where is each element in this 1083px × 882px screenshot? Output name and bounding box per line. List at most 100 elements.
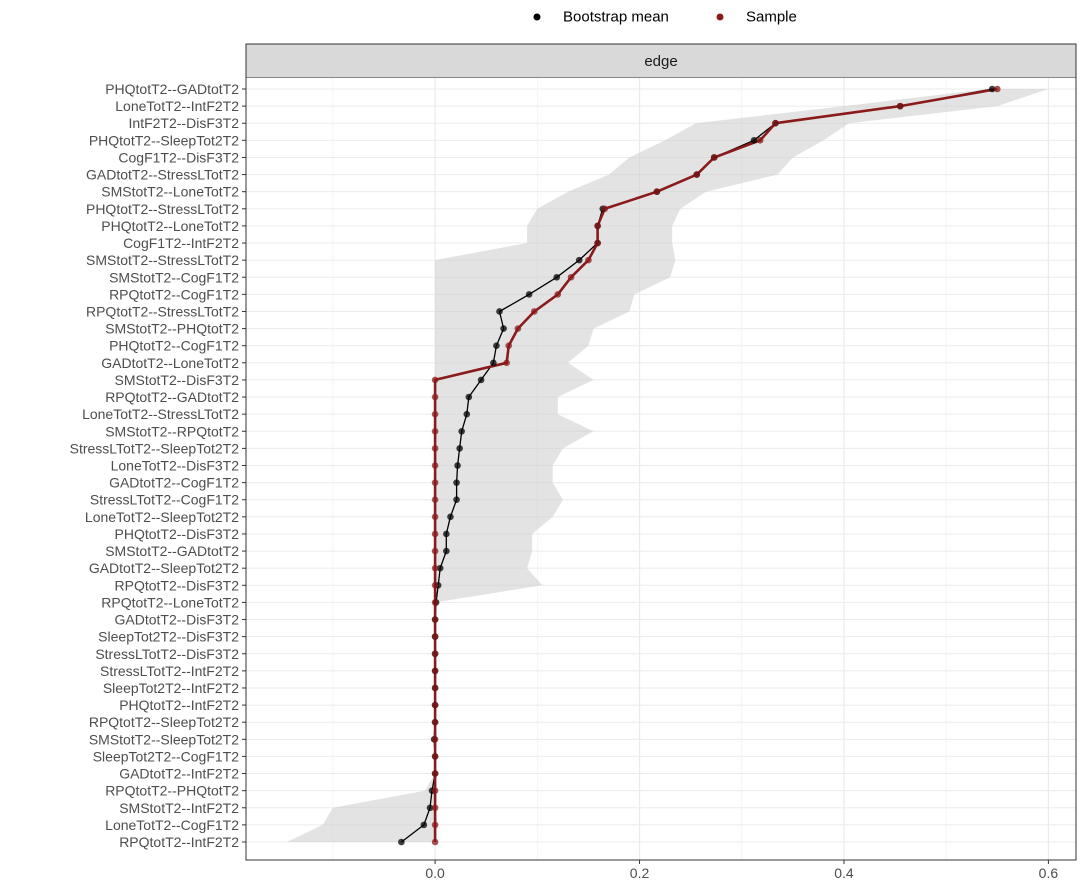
bootstrap-mean-point [454, 462, 461, 469]
bootstrap-mean-point [525, 291, 533, 298]
sample-point [431, 718, 439, 726]
bootstrap-mean-point [465, 393, 473, 401]
y-tick-label: SMStotT2--SleepTot2T2 [89, 731, 239, 747]
y-tick-label: PHQtotT2--IntF2T2 [119, 697, 239, 713]
sample-point [431, 753, 439, 760]
y-tick-label: RPQtotT2--GADtotT2 [105, 389, 239, 405]
bootstrap-mean-point [988, 85, 996, 93]
y-tick-label: SleepTot2T2--CogF1T2 [93, 748, 240, 764]
sample-point [431, 616, 439, 623]
x-tick-label: 0.2 [630, 865, 650, 881]
facet-strip [245, 43, 1077, 79]
bootstrap-mean-point [436, 564, 444, 572]
bootstrap-mean-point [420, 821, 428, 829]
bootstrap-mean-legend-label: Bootstrap mean [563, 9, 669, 26]
y-tick-label: RPQtotT2--DisF3T2 [115, 577, 240, 593]
sample-point [431, 650, 439, 658]
bootstrap-mean-point [426, 804, 434, 812]
y-tick-label: SMStotT2--LoneTotT2 [101, 184, 239, 200]
sample-point [431, 427, 439, 435]
y-tick-label: PHQtotT2--DisF3T2 [115, 526, 240, 542]
sample-point [530, 308, 538, 315]
y-tick-label: LoneTotT2--DisF3T2 [111, 458, 240, 474]
sample-point [653, 188, 661, 195]
bootstrap-mean-point [750, 137, 758, 144]
sample-point [431, 667, 439, 675]
bootstrap-mean-point [463, 410, 471, 418]
facet-strip-label: edge [644, 53, 677, 70]
y-tick-label: GADtotT2--IntF2T2 [119, 766, 239, 782]
y-tick-label: LoneTotT2--CogF1T2 [105, 817, 239, 833]
bootstrap-mean-point [553, 273, 561, 281]
x-tick-label: 0.6 [1039, 865, 1059, 881]
panel-border [245, 43, 1077, 861]
plot-panel: edge [245, 43, 1077, 861]
y-tick-label: CogF1T2--DisF3T2 [118, 149, 239, 165]
y-tick-label: PHQtotT2--LoneTotT2 [101, 218, 239, 234]
y-tick-label: GADtotT2--SleepTot2T2 [89, 560, 239, 576]
sample-point [693, 171, 701, 178]
y-tick-label: StressLTotT2--IntF2T2 [100, 663, 239, 679]
bootstrap-mean-point [493, 342, 500, 350]
y-tick-label: RPQtotT2--PHQtotT2 [105, 783, 239, 799]
sample-point [514, 325, 522, 332]
y-tick-label: RPQtotT2--CogF1T2 [109, 286, 239, 302]
bootstrap-mean-point [453, 479, 460, 486]
y-tick-label: RPQtotT2--IntF2T2 [119, 834, 239, 850]
sample-point [431, 496, 439, 504]
sample-point [594, 222, 601, 230]
bootstrap-mean-point [500, 325, 507, 332]
sample-point [431, 547, 439, 555]
y-tick-label: SleepTot2T2--IntF2T2 [103, 680, 239, 696]
sample-point [710, 154, 718, 161]
sample-point [431, 701, 439, 709]
sample-point [431, 445, 439, 452]
sample-point [503, 359, 510, 367]
sample-point [431, 736, 439, 743]
sample-point [554, 291, 562, 298]
y-tick-label: StressLTotT2--SleepTot2T2 [70, 440, 240, 456]
sample-point [993, 85, 1001, 93]
sample-point [431, 787, 439, 794]
y-tick-label: GADtotT2--LoneTotT2 [101, 355, 239, 371]
sample-point [431, 770, 439, 777]
y-tick-label: SMStotT2--DisF3T2 [115, 372, 240, 388]
sample-point [896, 102, 904, 110]
y-tick-label: PHQtotT2--StressLTotT2 [86, 201, 239, 217]
sample-point [431, 462, 439, 469]
sample-point [505, 342, 512, 350]
sample-point [431, 838, 439, 846]
confidence-ribbon [286, 89, 1049, 842]
y-axis: PHQtotT2--GADtotT2LoneTotT2--IntF2T2IntF… [70, 81, 246, 850]
y-tick-label: RPQtotT2--StressLTotT2 [86, 303, 239, 319]
y-tick-label: StressLTotT2--CogF1T2 [90, 492, 239, 508]
y-tick-label: SMStotT2--PHQtotT2 [105, 321, 239, 337]
sample-point [431, 530, 439, 538]
x-tick-label: 0.4 [834, 865, 854, 881]
x-tick-label: 0.0 [425, 865, 445, 881]
y-tick-label: GADtotT2--DisF3T2 [115, 612, 240, 628]
y-tick-label: PHQtotT2--SleepTot2T2 [89, 132, 239, 148]
legend: Bootstrap mean Sample [533, 9, 797, 26]
bootstrap-mean-legend-key [533, 13, 541, 21]
y-tick-label: RPQtotT2--LoneTotT2 [101, 594, 239, 610]
y-tick-label: LoneTotT2--IntF2T2 [115, 98, 239, 114]
sample-point [594, 239, 601, 247]
y-tick-label: SMStotT2--GADtotT2 [105, 543, 239, 559]
sample-legend-key [716, 13, 724, 21]
bootstrap-mean-point [447, 513, 454, 521]
y-tick-label: PHQtotT2--GADtotT2 [105, 81, 239, 97]
sample-point [431, 581, 439, 589]
sample-point [431, 821, 439, 829]
sample-point [431, 599, 439, 606]
y-tick-label: LoneTotT2--StressLTotT2 [82, 406, 239, 422]
sample-point [772, 119, 779, 127]
sample-point [431, 804, 439, 812]
sample-point [431, 513, 439, 521]
bootstrap-mean-point [443, 530, 450, 538]
bootstrap-mean-point [458, 427, 465, 435]
y-tick-label: IntF2T2--DisF3T2 [129, 115, 240, 131]
sample-point [431, 684, 439, 692]
y-tick-label: SleepTot2T2--DisF3T2 [98, 629, 239, 645]
